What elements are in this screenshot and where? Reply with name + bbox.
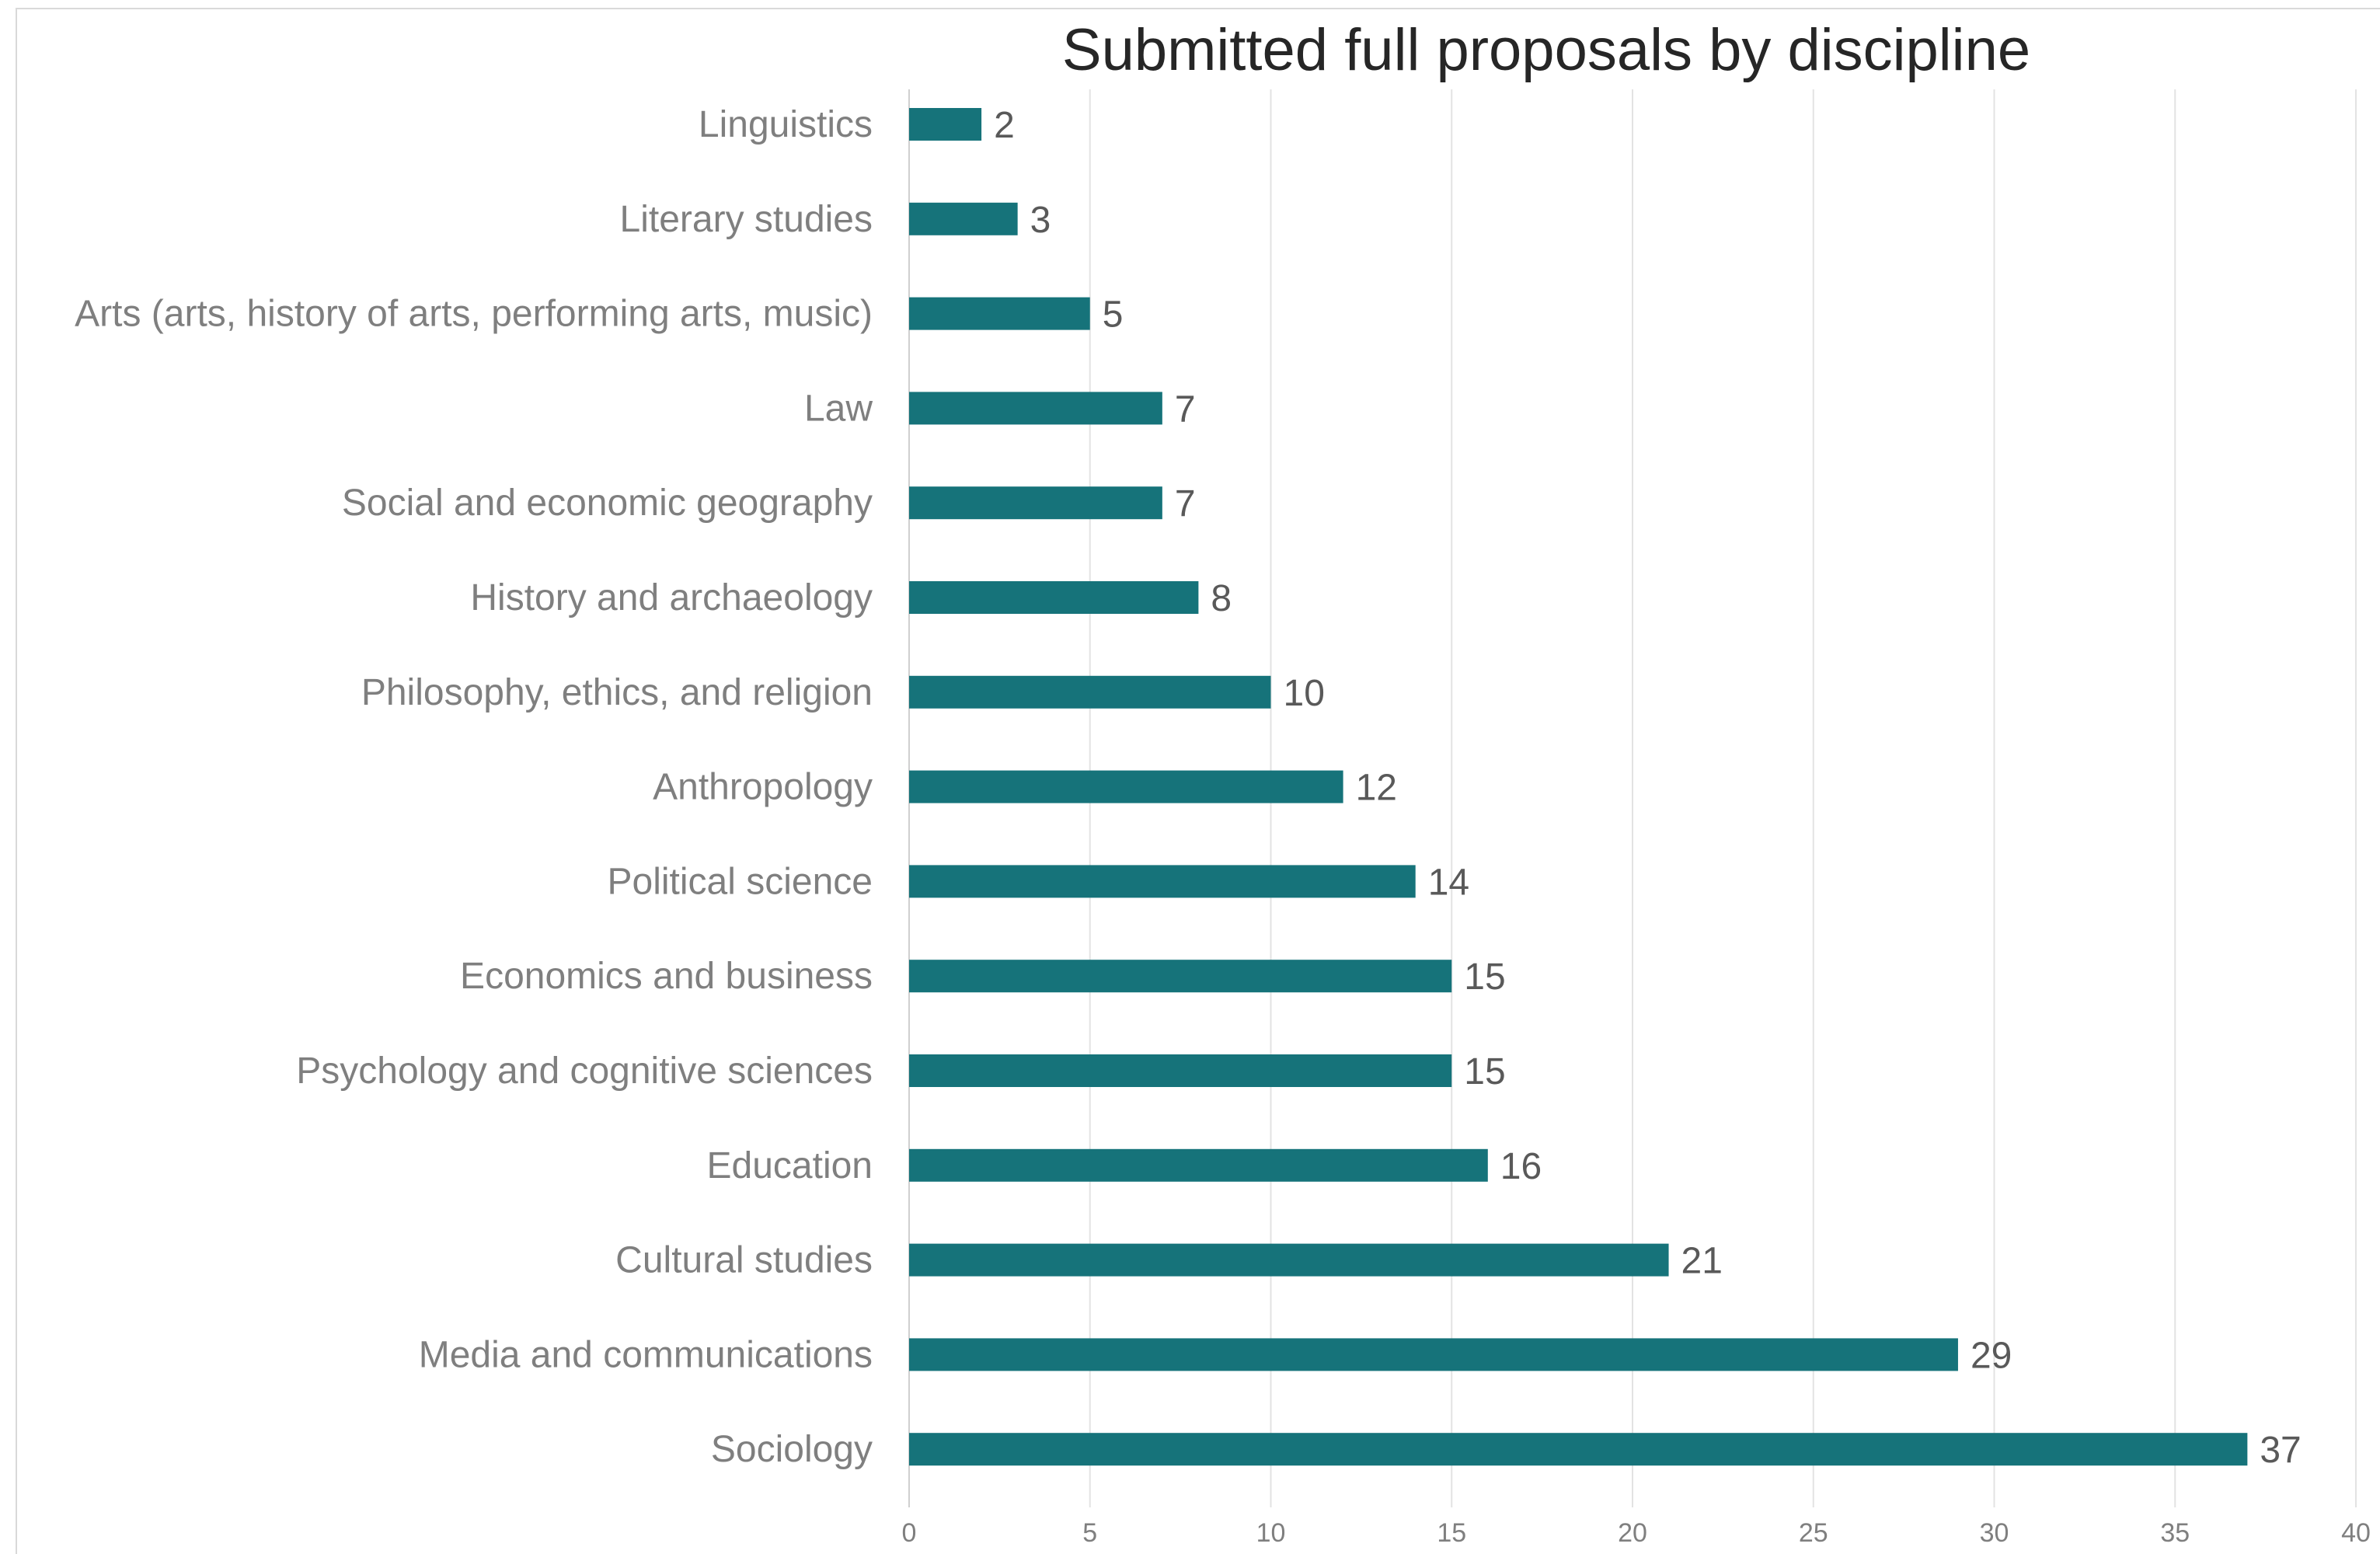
data-label: 15	[1464, 1051, 1505, 1092]
data-label: 10	[1284, 673, 1325, 714]
category-label: Law	[804, 388, 873, 429]
bar	[909, 1148, 1488, 1182]
x-tick-label: 40	[2341, 1518, 2371, 1545]
bar	[909, 108, 982, 141]
bar	[909, 770, 1343, 803]
category-label: Psychology and cognitive sciences	[296, 1051, 873, 1092]
bar	[909, 202, 1018, 235]
x-tick-label: 35	[2160, 1518, 2190, 1545]
category-label: History and archaeology	[470, 577, 873, 618]
data-label: 2	[994, 105, 1015, 146]
category-label: Social and economic geography	[342, 483, 873, 524]
category-label: Anthropology	[653, 767, 873, 808]
category-label: Media and communications	[419, 1334, 873, 1375]
bar	[909, 1243, 1669, 1277]
x-tick-label: 30	[1980, 1518, 2009, 1545]
category-label: Political science	[608, 861, 873, 902]
x-tick-label: 10	[1256, 1518, 1286, 1545]
category-label: Linguistics	[699, 104, 873, 145]
bar	[909, 675, 1271, 709]
bar	[909, 581, 1199, 614]
bar	[909, 960, 1452, 993]
chart-title: Submitted full proposals by discipline	[1062, 17, 2030, 83]
bars	[909, 108, 2248, 1466]
bar	[909, 1338, 1958, 1371]
category-label: Philosophy, ethics, and religion	[361, 672, 873, 713]
category-label: Education	[707, 1145, 873, 1186]
x-tick-label: 5	[1082, 1518, 1097, 1545]
bar	[909, 1054, 1452, 1087]
data-label: 21	[1681, 1241, 1723, 1282]
chart-frame	[16, 8, 2380, 1554]
data-label: 37	[2260, 1430, 2301, 1471]
data-label: 15	[1464, 956, 1505, 998]
x-axis-ticks: 0 5 10 15 20 25 30 35 40	[902, 1518, 2371, 1545]
data-label: 8	[1211, 578, 1232, 619]
data-label: 16	[1500, 1146, 1542, 1187]
bar	[909, 1433, 2248, 1466]
bar	[909, 297, 1090, 330]
category-labels: Linguistics Literary studies Arts (arts, h…	[75, 104, 873, 1470]
data-label: 12	[1356, 768, 1397, 809]
category-label: Cultural studies	[615, 1240, 873, 1281]
data-label: 3	[1030, 200, 1051, 241]
data-label: 7	[1175, 483, 1196, 524]
data-label: 29	[1971, 1335, 2012, 1376]
x-tick-label: 25	[1799, 1518, 1828, 1545]
x-tick-label: 20	[1618, 1518, 1647, 1545]
data-labels: 2 3 5 7 7 8 10 12 14 15 15 16 21 29 37	[994, 105, 2302, 1471]
data-label: 14	[1428, 862, 1469, 903]
category-label: Economics and business	[460, 956, 873, 997]
data-label: 5	[1103, 294, 1124, 336]
bar	[909, 392, 1162, 425]
x-tick-label: 15	[1437, 1518, 1466, 1545]
category-label: Arts (arts, history of arts, performing …	[75, 294, 873, 335]
x-tick-label: 0	[902, 1518, 917, 1545]
category-label: Literary studies	[620, 199, 873, 240]
category-label: Sociology	[711, 1429, 873, 1470]
data-label: 7	[1175, 388, 1196, 430]
bar	[909, 865, 1416, 898]
bar	[909, 486, 1162, 520]
